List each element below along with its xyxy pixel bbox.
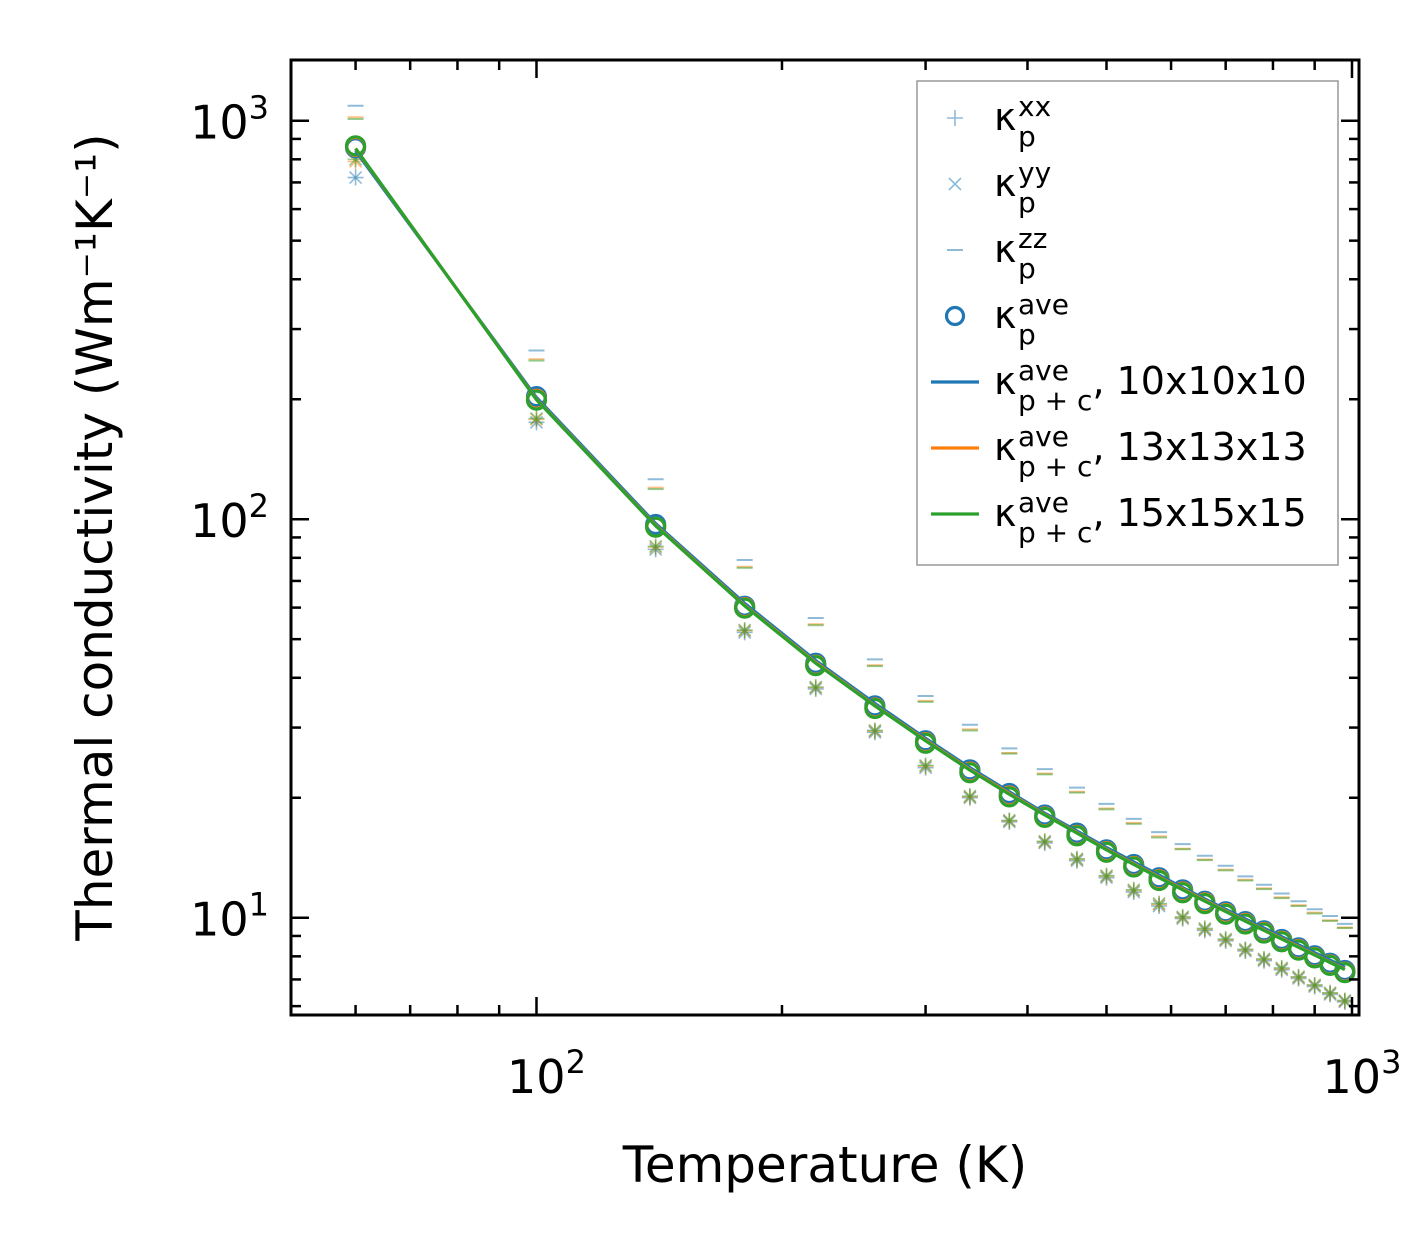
plot-area — [344, 104, 1356, 1010]
y-tick-label: 101 — [190, 886, 269, 947]
legend-label: κave p + c, 10x10x10 — [994, 354, 1307, 417]
marker-kp-yy-15x15x15 — [529, 411, 544, 426]
marker-kp-yy-15x15x15 — [1176, 910, 1190, 924]
marker-kp-yy-15x15x15 — [1152, 897, 1166, 911]
marker-kp-yy-15x15x15 — [1002, 813, 1016, 827]
legend-label-subscript: p — [1018, 186, 1036, 219]
marker-kp-yy-15x15x15 — [1257, 952, 1271, 966]
legend-plus-marker — [947, 110, 963, 126]
marker-kp-yy-15x15x15 — [1198, 921, 1212, 935]
legend-entry: κzz p — [947, 222, 1047, 285]
marker-kp-ave-15x15x15 — [344, 135, 367, 157]
legend-label: κave p + c, 13x13x13 — [994, 420, 1307, 483]
marker-kp-yy-15x15x15 — [1038, 834, 1052, 848]
y-tick-label: 102 — [190, 487, 269, 548]
marker-kp-yy-15x15x15 — [868, 723, 882, 738]
y-tick-label-exponent: 2 — [249, 487, 269, 525]
marker-kp-yy-15x15x15 — [1099, 869, 1114, 883]
marker-kp-ave-15x15x15 — [734, 597, 756, 619]
marker-kp-yy-10x10x10 — [349, 170, 363, 185]
marker-kp-ave-15x15x15 — [525, 389, 548, 411]
legend-entry: κave p + c, 10x10x10 — [931, 354, 1307, 417]
legend-label-symbol: κ — [994, 95, 1016, 139]
x-tick-label-base: 10 — [507, 1050, 566, 1104]
legend-label-superscript: ave — [1018, 420, 1069, 453]
legend-label-subscript: p + c — [1018, 516, 1092, 549]
legend-label-symbol: κ — [994, 425, 1016, 469]
marker-kp-yy-15x15x15 — [809, 680, 823, 694]
x-axis-label: Temperature (K) — [622, 1136, 1027, 1194]
legend-label-subscript: p — [1018, 120, 1036, 153]
line-kpc-ave-15x15x15 — [354, 147, 1346, 972]
marker-kp-yy-15x15x15 — [1292, 970, 1306, 984]
x-tick-label-exponent: 3 — [1381, 1043, 1401, 1081]
legend-label: κzz p — [994, 222, 1047, 285]
marker-kp-yy-15x15x15 — [963, 789, 977, 803]
legend-label-superscript: xx — [1018, 90, 1051, 123]
legend-label-symbol: κ — [994, 293, 1016, 337]
legend-label-suffix: , 13x13x13 — [1092, 425, 1306, 469]
marker-kp-yy-15x15x15 — [1275, 961, 1289, 975]
y-tick-label: 103 — [190, 89, 269, 150]
data-layer — [344, 104, 1356, 1010]
legend-label-symbol: κ — [994, 161, 1016, 205]
series-group-15x15x15 — [347, 117, 1353, 1009]
legend-x-marker — [948, 177, 962, 191]
legend-entry: κave p + c, 15x15x15 — [931, 486, 1307, 549]
marker-kp-yy-15x15x15 — [919, 758, 933, 773]
marker-kp-yy-15x15x15 — [1338, 993, 1352, 1008]
legend-label: κave p + c, 15x15x15 — [994, 486, 1307, 549]
y-axis-label: Thermal conductivity (Wm⁻¹K⁻¹) — [66, 133, 124, 941]
y-tick-label-exponent: 1 — [249, 886, 269, 924]
marker-kp-yy-15x15x15 — [649, 539, 663, 553]
x-tick-label-base: 10 — [1323, 1050, 1382, 1104]
legend-label-symbol: κ — [994, 359, 1016, 403]
marker-kp-yy-15x15x15 — [1127, 883, 1141, 897]
x-tick-label: 103 — [1323, 1043, 1402, 1104]
legend-label-superscript: yy — [1018, 156, 1051, 189]
legend-label-subscript: p — [1018, 252, 1036, 285]
marker-kp-yy-15x15x15 — [1308, 978, 1322, 992]
marker-kp-yy-15x15x15 — [1070, 852, 1084, 866]
legend-label-superscript: zz — [1018, 222, 1047, 255]
legend-entry: κyy p — [948, 156, 1051, 219]
y-tick-label-base: 10 — [190, 96, 249, 150]
legend-entry: κave p + c, 13x13x13 — [931, 420, 1307, 483]
x-tick-label-exponent: 2 — [566, 1043, 586, 1081]
y-tick-label-exponent: 3 — [249, 89, 269, 127]
legend-label-symbol: κ — [994, 491, 1016, 535]
legend-frame — [916, 80, 1339, 566]
x-tick-label: 102 — [507, 1043, 586, 1104]
legend-label-suffix: , 15x15x15 — [1092, 491, 1306, 535]
legend-label-subscript: p + c — [1018, 450, 1092, 483]
legend-circle-marker — [944, 305, 966, 327]
legend-entry: κave p — [944, 288, 1069, 351]
legend-label-superscript: ave — [1018, 354, 1069, 387]
legend-entry: κxx p — [947, 90, 1051, 153]
marker-kp-yy-15x15x15 — [738, 623, 752, 637]
legend-label-subscript: p — [1018, 318, 1036, 351]
legend-label: κyy p — [994, 156, 1051, 219]
legend-label-suffix: , 10x10x10 — [1092, 359, 1306, 403]
legend-label-symbol: κ — [994, 227, 1016, 271]
marker-kp-yy-15x15x15 — [1323, 986, 1337, 1000]
y-tick-label-base: 10 — [190, 494, 249, 548]
marker-kp-yy-15x15x15 — [1238, 942, 1252, 956]
legend-label: κxx p — [994, 90, 1051, 153]
legend-label-subscript: p + c — [1018, 384, 1092, 417]
marker-kp-ave-15x15x15 — [645, 516, 667, 538]
legend-label-superscript: ave — [1018, 486, 1069, 519]
y-tick-label-base: 10 — [190, 893, 249, 947]
legend-label: κave p — [994, 288, 1069, 351]
legend-label-superscript: ave — [1018, 288, 1069, 321]
marker-kp-ave-15x15x15 — [1334, 962, 1356, 984]
marker-kp-yy-15x15x15 — [1219, 932, 1233, 946]
